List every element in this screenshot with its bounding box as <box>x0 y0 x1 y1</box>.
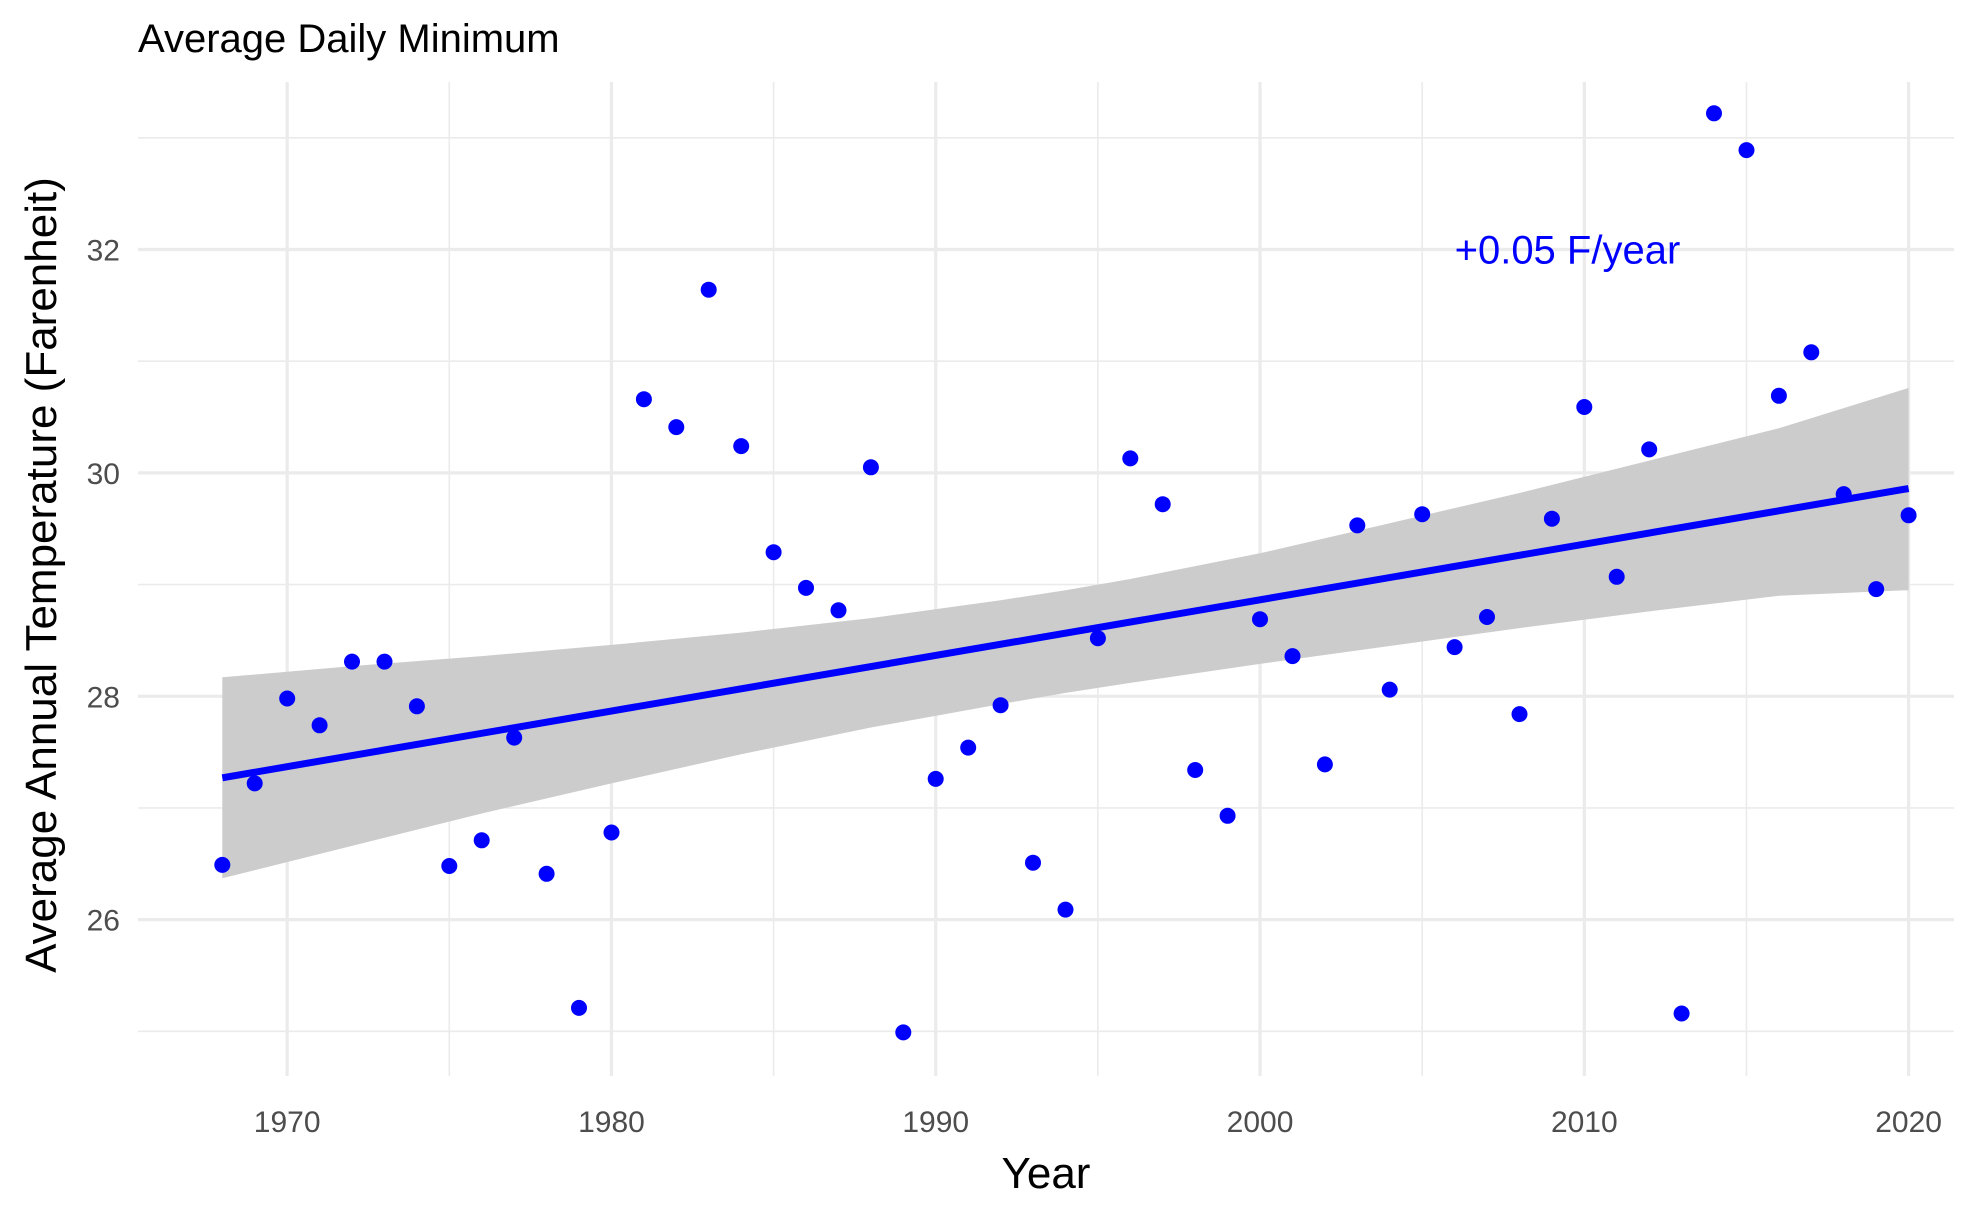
chart-title: Average Daily Minimum <box>138 17 560 61</box>
data-point <box>1803 344 1820 361</box>
data-point <box>473 832 490 849</box>
data-point <box>311 717 328 734</box>
data-point <box>1706 105 1722 122</box>
y-tick-label: 26 <box>87 905 120 938</box>
data-point <box>1511 706 1528 723</box>
data-point <box>1543 510 1560 527</box>
data-point <box>895 1024 912 1041</box>
data-point <box>635 391 652 408</box>
data-point <box>1770 387 1787 404</box>
data-point <box>571 999 587 1016</box>
data-point <box>1252 611 1268 628</box>
data-point <box>1738 142 1755 159</box>
x-tick-labels: 1970 1980 1990 2000 2010 2020 <box>254 1106 1942 1139</box>
data-point <box>506 729 523 746</box>
data-points-layer <box>214 105 1917 1041</box>
data-point <box>1316 756 1333 773</box>
data-point <box>408 698 425 715</box>
data-point <box>214 856 231 873</box>
data-point <box>376 653 393 670</box>
data-point <box>1154 496 1171 513</box>
data-point <box>700 281 717 298</box>
data-point <box>246 775 263 792</box>
data-point <box>603 824 620 841</box>
data-point <box>1446 639 1463 656</box>
data-point <box>1025 854 1041 871</box>
data-point <box>862 459 879 476</box>
x-tick-label: 1990 <box>902 1106 969 1139</box>
x-tick-label: 2020 <box>1875 1106 1942 1139</box>
y-axis-title: Average Annual Temperature (Farenheit) <box>17 177 66 973</box>
data-point <box>1608 568 1625 585</box>
data-point <box>1576 399 1593 415</box>
data-point <box>1057 901 1074 918</box>
x-tick-label: 2000 <box>1227 1106 1294 1139</box>
data-point <box>1089 630 1106 647</box>
data-point <box>1868 581 1885 598</box>
data-point <box>1673 1005 1690 1022</box>
data-point <box>1219 807 1236 824</box>
data-point <box>1187 762 1204 778</box>
y-tick-label: 32 <box>87 235 120 268</box>
data-point <box>733 438 750 455</box>
data-point <box>1122 450 1139 467</box>
slope-annotation: +0.05 F/year <box>1455 229 1681 273</box>
x-axis-title: Year <box>1002 1149 1091 1198</box>
trend-line-layer <box>221 485 1910 782</box>
y-tick-label: 28 <box>87 681 120 714</box>
data-point <box>992 697 1009 714</box>
data-point <box>1900 507 1917 524</box>
data-point <box>927 770 944 787</box>
data-point <box>798 579 814 596</box>
data-point <box>668 419 685 436</box>
trend-line <box>221 485 1910 782</box>
data-point <box>538 865 555 882</box>
x-tick-label: 1980 <box>578 1106 645 1139</box>
data-point <box>1414 506 1431 523</box>
y-tick-label: 30 <box>87 458 120 491</box>
data-point <box>279 690 296 707</box>
data-point <box>1381 681 1398 698</box>
data-point <box>960 739 977 756</box>
y-tick-labels: 26 28 30 32 <box>87 235 120 938</box>
data-point <box>1479 609 1495 625</box>
data-point <box>1284 648 1301 665</box>
data-point <box>344 653 360 670</box>
data-point <box>441 858 458 874</box>
x-tick-label: 1970 <box>254 1106 321 1139</box>
data-point <box>1349 517 1366 534</box>
data-point <box>1641 441 1658 458</box>
data-point <box>830 602 847 619</box>
data-point <box>765 544 782 561</box>
x-tick-label: 2010 <box>1551 1106 1618 1139</box>
